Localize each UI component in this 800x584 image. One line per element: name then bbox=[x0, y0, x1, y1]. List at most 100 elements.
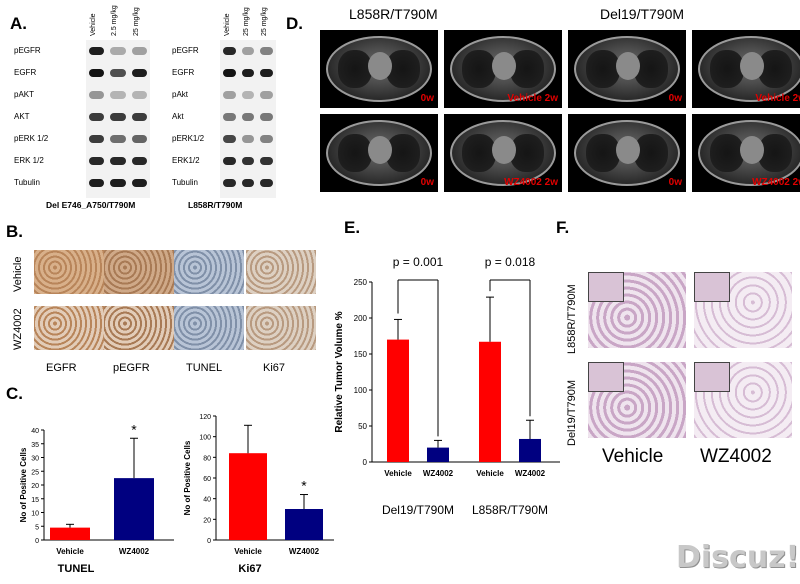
lung-row-l858r: L858R/T790M bbox=[566, 284, 578, 354]
mri-timepoint-label: 0w bbox=[420, 93, 434, 104]
lung-histology-image bbox=[694, 272, 792, 348]
histo-row-vehicle: Vehicle bbox=[12, 256, 24, 292]
y-tick-label: 20 bbox=[31, 483, 39, 490]
blot-band bbox=[223, 69, 236, 77]
panel-f-letter: F. bbox=[556, 218, 570, 237]
mri-scan: WZ4002 2w bbox=[444, 114, 562, 192]
histo-col-tunel: TUNEL bbox=[186, 362, 223, 374]
bar bbox=[387, 339, 409, 462]
bar bbox=[479, 341, 501, 462]
y-axis-title: No of Positive Cells bbox=[19, 447, 28, 522]
lung-row-del19: Del19/T790M bbox=[566, 379, 578, 446]
watermark-logo: Discuz! bbox=[676, 540, 800, 575]
y-tick-label: 150 bbox=[354, 350, 368, 359]
category-label: Vehicle bbox=[384, 469, 412, 478]
lung-histology-image bbox=[588, 362, 686, 438]
tumor-volume-chart: 0 50 100 150 200 250 Relative Tumor Volume % Ve… bbox=[334, 255, 560, 517]
lung-histology-image bbox=[588, 272, 686, 348]
significance-mark: * bbox=[131, 421, 137, 437]
mri-timepoint-label: 0w bbox=[420, 177, 434, 188]
mri-scan: 0w bbox=[320, 30, 438, 108]
histo-col-pegfr: pEGFR bbox=[113, 362, 150, 374]
panel-d-letter: D. bbox=[286, 14, 303, 33]
mri-timepoint-label: WZ4002 2w bbox=[504, 177, 558, 188]
lane-label: 25 mg/kg bbox=[261, 7, 269, 36]
blot-band bbox=[89, 157, 105, 165]
blot-band bbox=[241, 113, 255, 121]
histo-col-egfr: EGFR bbox=[46, 362, 77, 374]
group-label: Del19/T790M bbox=[382, 503, 454, 517]
histo-col-ki67: Ki67 bbox=[263, 362, 286, 374]
blot-band bbox=[131, 157, 147, 165]
blot-band bbox=[241, 69, 255, 77]
mri-scan: 0w bbox=[568, 30, 686, 108]
blot-band bbox=[223, 91, 236, 99]
blot-row-label: pEGFR bbox=[14, 46, 41, 55]
y-tick-label: 40 bbox=[31, 428, 39, 435]
blot-band bbox=[110, 69, 126, 77]
histology-image bbox=[34, 306, 104, 350]
blot-left-caption: Del E746_A750/T790M bbox=[46, 200, 136, 210]
y-tick-label: 50 bbox=[358, 422, 367, 431]
blot-row-label: pEGFR bbox=[172, 46, 199, 55]
histology-image bbox=[104, 250, 174, 294]
lung-col-wz4002: WZ4002 bbox=[700, 446, 772, 467]
lung-histology-image bbox=[694, 362, 792, 438]
blot-band bbox=[260, 113, 273, 121]
y-axis-title: No of Positive Cells bbox=[183, 440, 192, 515]
blot-band bbox=[131, 47, 147, 55]
blot-band bbox=[110, 91, 126, 99]
bar bbox=[285, 509, 323, 540]
chart-title: TUNEL bbox=[58, 563, 95, 575]
histology-image bbox=[34, 250, 104, 294]
lane-label: 25 mg/kg bbox=[242, 7, 250, 36]
blot-band bbox=[131, 135, 147, 143]
lane-label: Vehicle bbox=[224, 13, 231, 36]
blot-right-caption: L858R/T790M bbox=[188, 200, 243, 210]
mri-scan: WZ4002 2w bbox=[692, 114, 800, 192]
category-label: Vehicle bbox=[476, 469, 504, 478]
histology-image bbox=[246, 250, 316, 294]
blot-band bbox=[241, 91, 255, 99]
y-tick-label: 0 bbox=[35, 538, 39, 545]
blot-band bbox=[223, 113, 236, 121]
y-tick-label: 80 bbox=[203, 455, 211, 462]
bar bbox=[519, 438, 541, 462]
y-tick-label: 30 bbox=[31, 456, 39, 463]
ki67-chart: 0 20 40 60 80 100 120 No of Positive Cells Vehic… bbox=[183, 414, 334, 575]
blot-band bbox=[260, 47, 273, 55]
mri-scan: 0w bbox=[568, 114, 686, 192]
blot-band bbox=[241, 157, 255, 165]
y-tick-label: 35 bbox=[31, 442, 39, 449]
blot-band bbox=[223, 157, 236, 165]
lane-label: 25 mg/kg bbox=[132, 7, 140, 36]
blot-row-label: Akt bbox=[172, 112, 184, 121]
category-label: Vehicle bbox=[56, 547, 84, 556]
panel-c-letter: C. bbox=[6, 384, 23, 403]
lung-inset bbox=[588, 362, 624, 392]
group-label: L858R/T790M bbox=[472, 503, 548, 517]
category-label: WZ4002 bbox=[423, 469, 454, 478]
blot-band bbox=[89, 69, 105, 77]
blot-row-label: Tubulin bbox=[14, 178, 40, 187]
mri-scan: 0w bbox=[320, 114, 438, 192]
histology-image bbox=[174, 250, 244, 294]
blot-row-label: ERK1/2 bbox=[172, 156, 200, 165]
mri-scan: Vehicle 2w bbox=[692, 30, 800, 108]
y-axis-title: Relative Tumor Volume % bbox=[334, 311, 345, 432]
blot-band bbox=[89, 47, 105, 55]
pvalue-label: p = 0.001 bbox=[393, 255, 444, 269]
blot-band bbox=[260, 69, 273, 77]
histology-image bbox=[174, 306, 244, 350]
panel-a-letter: A. bbox=[10, 14, 27, 33]
bar bbox=[114, 478, 154, 540]
blot-band bbox=[241, 179, 255, 187]
bar bbox=[50, 527, 90, 540]
category-label: WZ4002 bbox=[289, 547, 320, 556]
y-tick-label: 250 bbox=[354, 278, 368, 287]
blot-row-label: AKT bbox=[14, 112, 30, 121]
lung-col-vehicle: Vehicle bbox=[602, 446, 664, 467]
y-tick-label: 20 bbox=[203, 517, 211, 524]
lane-label: Vehicle bbox=[90, 13, 97, 36]
blot-band bbox=[131, 179, 147, 187]
